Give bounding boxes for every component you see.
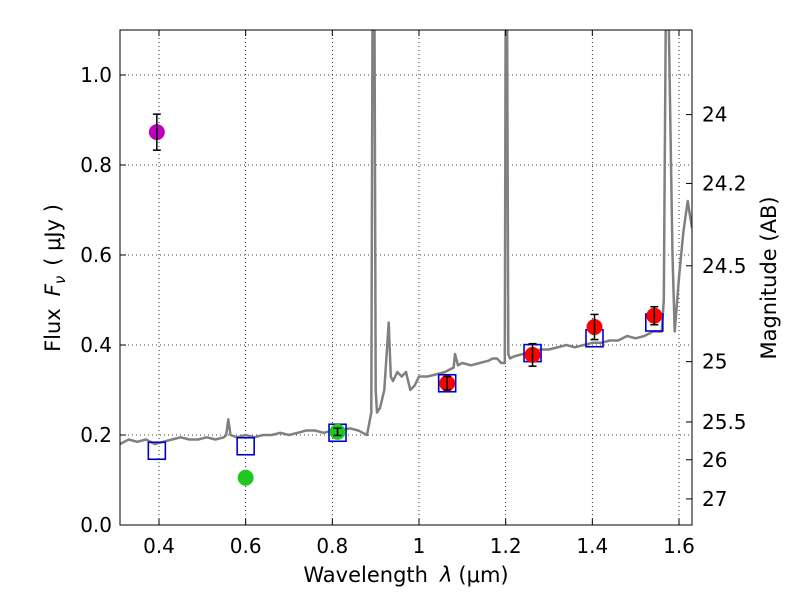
x-axis-label-prefix: Wavelength (303, 563, 428, 587)
x-tick-label: 1.6 (663, 534, 695, 558)
plot-frame (119, 29, 693, 526)
model-point (437, 373, 457, 393)
green-point (237, 469, 254, 486)
y2-tick-label: 25.5 (702, 410, 747, 434)
y-axis-label-prefix: Flux (41, 308, 65, 352)
y2-tick-label: 24.2 (702, 171, 747, 195)
x-axis-label-symbol: λ (439, 563, 452, 587)
x-tick-label: 0.4 (143, 534, 175, 558)
x-tick-label: 1 (413, 534, 426, 558)
model-point (236, 436, 255, 456)
y-tick-label: 0.8 (80, 153, 112, 177)
x-tick-label: 0.8 (316, 534, 348, 558)
y2-tick-label: 25 (702, 350, 727, 374)
y-tick-label: 1.0 (80, 63, 112, 87)
y2-axis-label: Magnitude (AB) (757, 196, 781, 359)
axis-ticks: 0.4 0.6 0.8 1 1.2 1.4 1.6 0.0 0.2 0.4 0.6 0.8 1.0 24 2… (80, 30, 747, 558)
y2-tick-label: 24 (702, 103, 727, 127)
x-tick-label: 1.4 (576, 534, 608, 558)
x-tick-label: 0.6 (230, 534, 262, 558)
y-axis-label-symbol: F (41, 283, 65, 296)
spectrum-line (120, 30, 692, 446)
y-axis-label-unit: ( μJy ) (41, 204, 65, 266)
y-tick-label: 0.0 (80, 513, 112, 537)
y2-tick-label: 26 (702, 448, 727, 472)
x-axis-label-unit: (μm) (458, 563, 508, 587)
y2-tick-label: 27 (702, 487, 727, 511)
y-tick-label: 0.4 (80, 333, 112, 357)
y-axis-label-subscript: ν (51, 276, 69, 284)
y-tick-label: 0.6 (80, 243, 112, 267)
model-point (147, 441, 167, 461)
y2-tick-label: 24.5 (702, 254, 747, 278)
x-tick-label: 1.2 (490, 534, 522, 558)
data-layer (120, 30, 692, 486)
x-axis-label: Wavelength λ (μm) (303, 563, 508, 587)
grid-lines (120, 30, 692, 525)
y-axis-label: Flux Fν ( μJy ) (41, 204, 69, 352)
y-tick-label: 0.2 (80, 423, 112, 447)
